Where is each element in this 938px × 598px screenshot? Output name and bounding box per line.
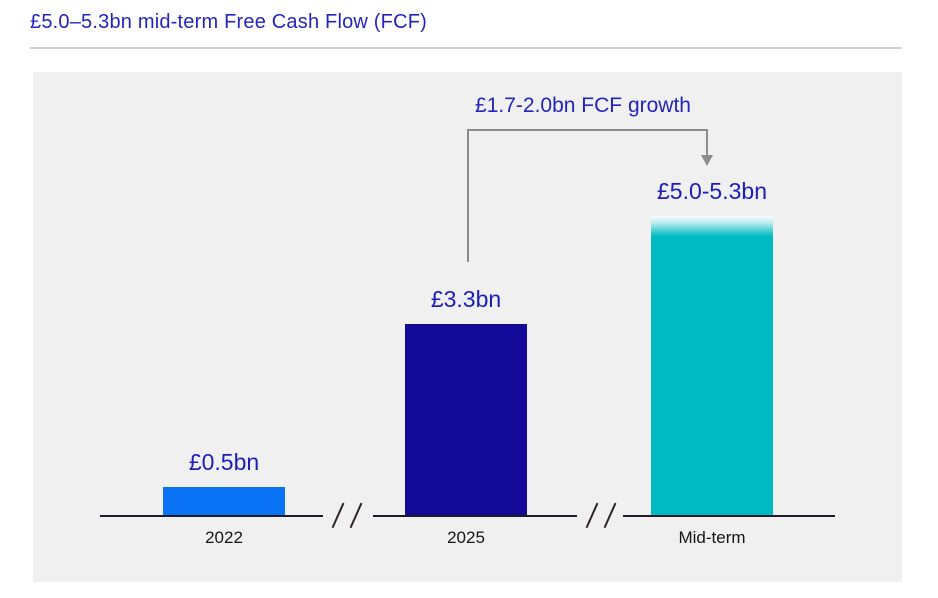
chart-panel: £1.7-2.0bn FCF growth £0.5bn £3.3bn £5.0… — [33, 72, 902, 582]
axis-break-icon — [349, 502, 363, 529]
growth-annotation-label: £1.7-2.0bn FCF growth — [475, 94, 691, 117]
axis-label-midterm: Mid-term — [678, 528, 746, 547]
axis-label-2025: 2025 — [447, 528, 485, 547]
value-label-2022: £0.5bn — [188, 449, 260, 475]
value-label-2025: £3.3bn — [430, 286, 502, 312]
axis-baseline-segment-2 — [373, 515, 577, 517]
bar-midterm-gradient-cap — [651, 216, 773, 236]
axis-baseline-segment-1 — [100, 515, 323, 517]
value-label-midterm: £5.0-5.3bn — [657, 178, 767, 204]
axis-break-icon — [603, 502, 617, 529]
bar-2022 — [163, 487, 285, 516]
bar-2025 — [405, 324, 527, 516]
axis-break-icon — [331, 502, 345, 529]
axis-break-icon — [585, 502, 599, 529]
page-title: £5.0–5.3bn mid-term Free Cash Flow (FCF) — [30, 11, 428, 33]
bar-midterm — [651, 216, 773, 516]
axis-baseline-segment-3 — [623, 515, 835, 517]
axis-label-2022: 2022 — [205, 528, 243, 547]
title-divider — [30, 47, 902, 49]
